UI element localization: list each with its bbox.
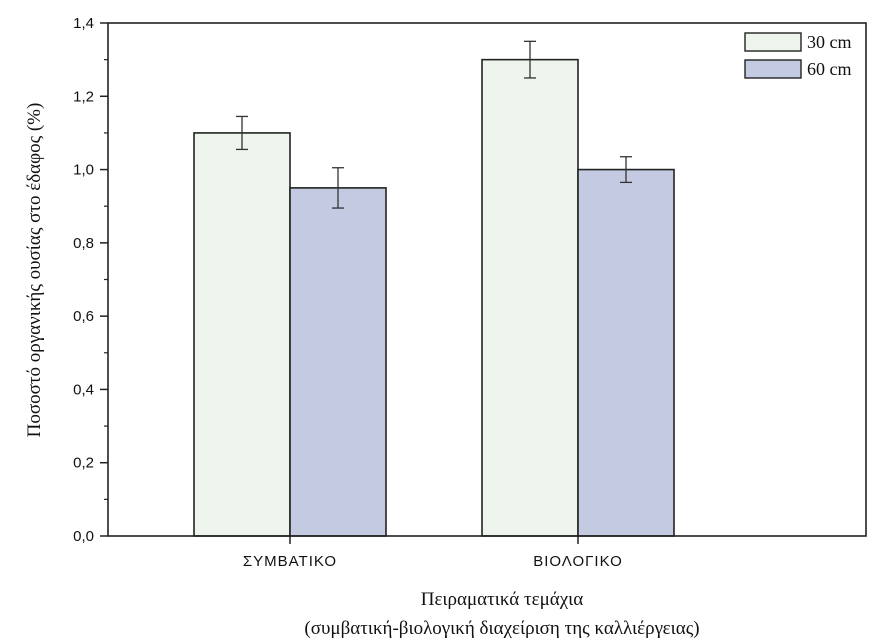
legend-swatch-0: [744, 32, 802, 52]
x-axis-title-line-1: Πειραματικά τεμάχια: [421, 589, 584, 610]
legend-label-1: 60 cm: [807, 59, 852, 79]
y-tick-label: 1,2: [73, 88, 94, 105]
x-tick-label: ΒΙΟΛΟΓΙΚΟ: [533, 553, 623, 570]
y-tick-label: 1,0: [73, 162, 94, 179]
y-tick-label: 0,2: [73, 455, 94, 472]
x-tick-label: ΣΥΜΒΑΤΙΚΟ: [243, 553, 337, 570]
legend-label-0: 30 cm: [807, 32, 852, 52]
bar-0-1: [289, 187, 387, 537]
y-tick-label: 0,4: [73, 381, 94, 398]
axes-layer: 0,0 0,2 0,4 0,6 0,8 1,0 1,2 1,4 ΣΥΜΒΑΤΙΚΟ ΒΙΟΛΟΓΙ…: [73, 15, 867, 570]
y-tick-label: 1,4: [73, 15, 94, 32]
y-tick-label: 0,6: [73, 308, 94, 325]
x-axis-title-line-2: (συμβατική-βιολογική διαχείριση της καλλ…: [304, 618, 699, 639]
bar-0-0: [193, 132, 291, 537]
error-bars-layer: [236, 40, 632, 209]
bars-layer: [193, 58, 675, 537]
legend-swatch-1: [744, 59, 802, 79]
y-axis-title: Ποσοστό οργανικής ουσίας στο έδαφος (%): [24, 103, 45, 438]
y-tick-label: 0,0: [73, 528, 94, 545]
bar-1-1: [577, 168, 675, 537]
y-tick-label: 0,8: [73, 235, 94, 252]
legend: 30 cm 60 cm: [744, 32, 852, 79]
bar-1-0: [481, 58, 579, 537]
